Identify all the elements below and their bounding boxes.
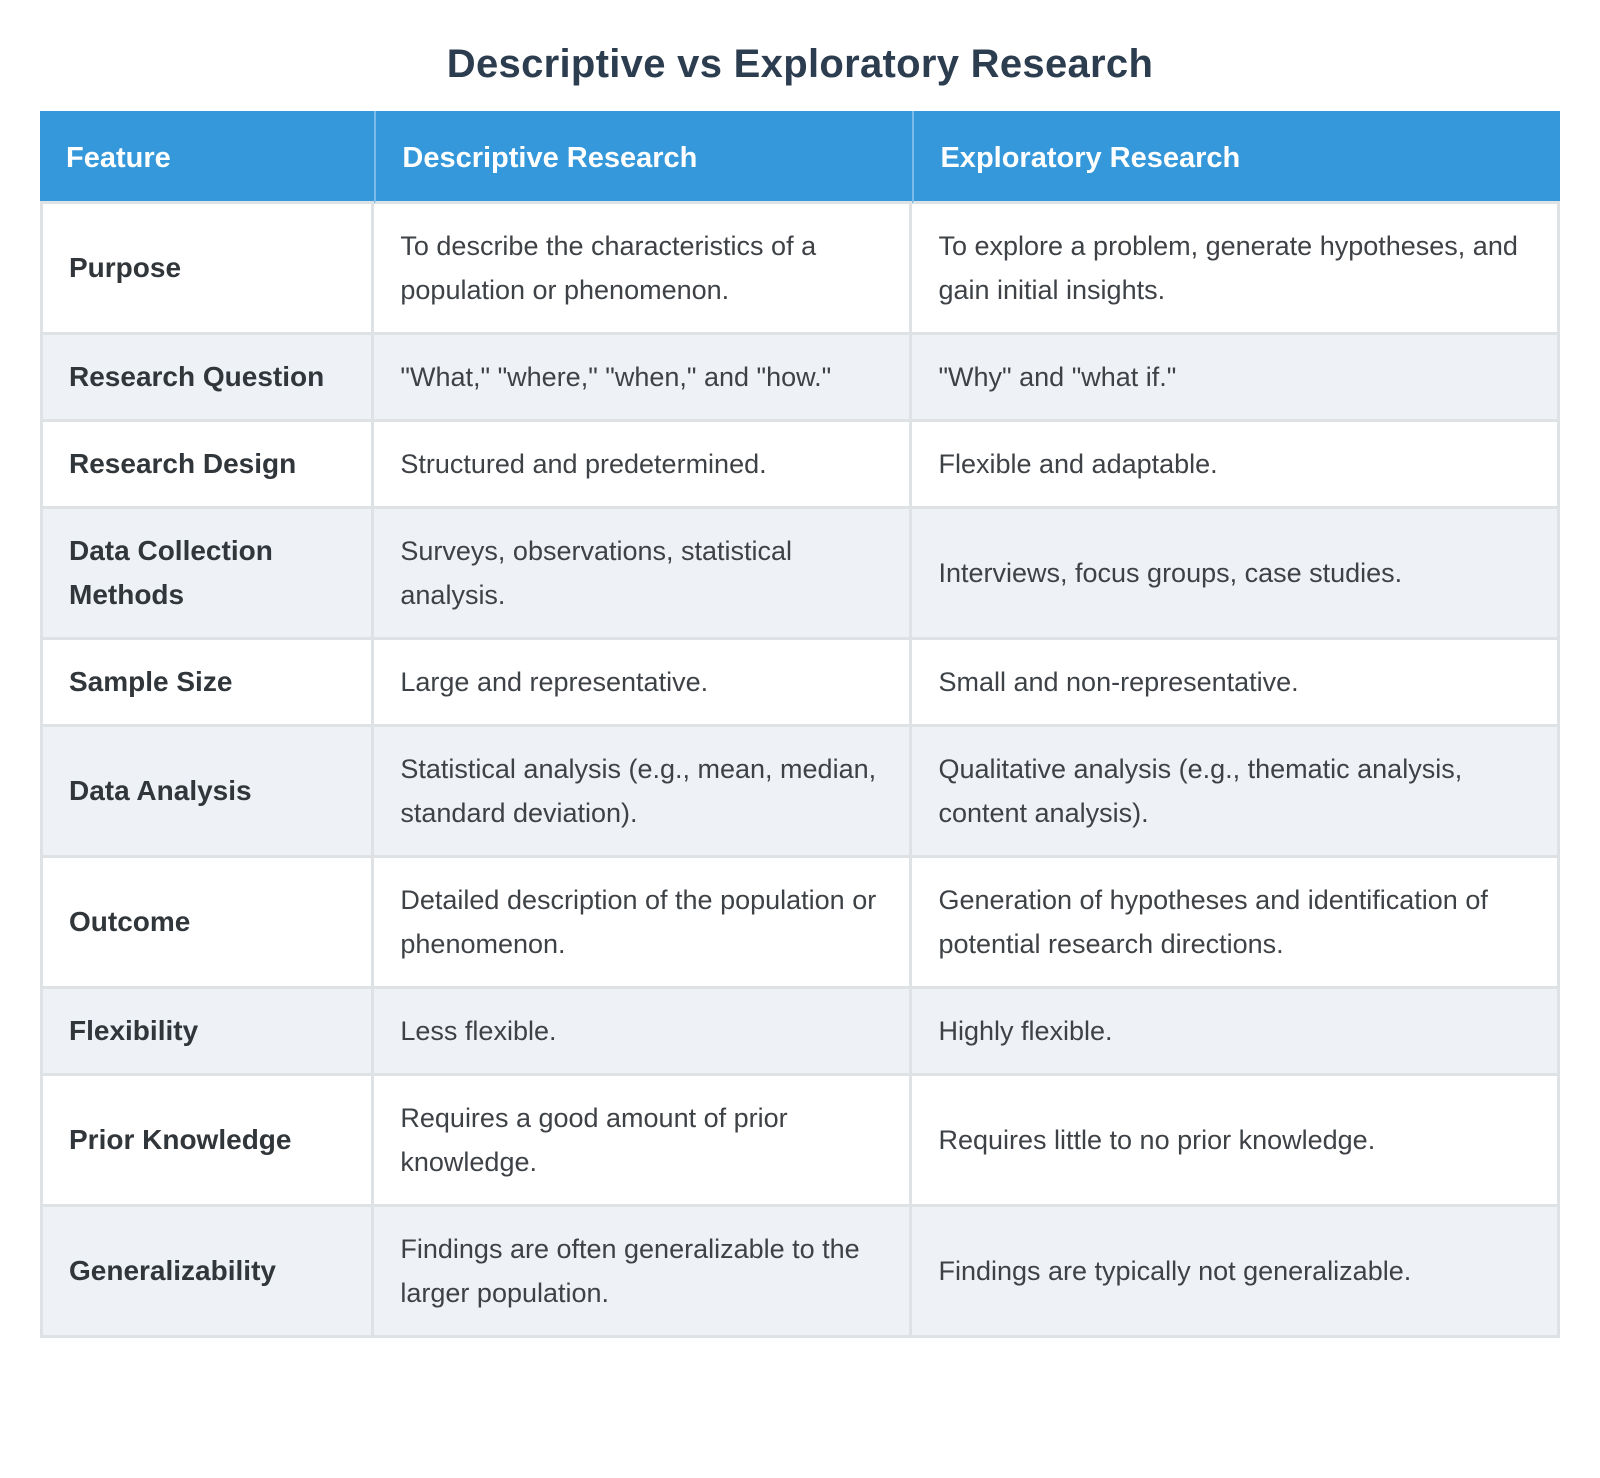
exploratory-cell: Small and non-representative.: [912, 640, 1560, 727]
column-header-exploratory-research: Exploratory Research: [912, 111, 1560, 204]
table-row-generalizability: Generalizability Findings are often gene…: [40, 1207, 1560, 1338]
descriptive-cell: To describe the characteristics of a pop…: [374, 204, 913, 335]
descriptive-cell: Findings are often generalizable to the …: [374, 1207, 913, 1338]
comparison-table: Feature Descriptive Research Exploratory…: [40, 111, 1560, 1338]
table-row-sample-size: Sample Size Large and representative. Sm…: [40, 640, 1560, 727]
column-header-feature: Feature: [40, 111, 375, 204]
descriptive-cell: Large and representative.: [374, 640, 913, 727]
table-row-data-analysis: Data Analysis Statistical analysis (e.g.…: [40, 727, 1560, 858]
descriptive-cell: Statistical analysis (e.g., mean, median…: [374, 727, 913, 858]
descriptive-cell: Requires a good amount of prior knowledg…: [374, 1076, 913, 1207]
exploratory-cell: Highly flexible.: [912, 989, 1560, 1076]
exploratory-cell: Findings are typically not generalizable…: [912, 1207, 1560, 1338]
table-row-research-question: Research Question "What," "where," "when…: [40, 335, 1560, 422]
table-row-flexibility: Flexibility Less flexible. Highly flexib…: [40, 989, 1560, 1076]
exploratory-cell: Requires little to no prior knowledge.: [912, 1076, 1560, 1207]
exploratory-cell: To explore a problem, generate hypothese…: [912, 204, 1560, 335]
descriptive-cell: "What," "where," "when," and "how.": [374, 335, 913, 422]
table-row-data-collection-methods: Data Collection Methods Surveys, observa…: [40, 509, 1560, 640]
feature-label: Prior Knowledge: [40, 1076, 375, 1207]
descriptive-cell: Surveys, observations, statistical analy…: [374, 509, 913, 640]
descriptive-cell: Less flexible.: [374, 989, 913, 1076]
exploratory-cell: Flexible and adaptable.: [912, 422, 1560, 509]
descriptive-cell: Structured and predetermined.: [374, 422, 913, 509]
table-row-outcome: Outcome Detailed description of the popu…: [40, 858, 1560, 989]
descriptive-cell: Detailed description of the population o…: [374, 858, 913, 989]
feature-label: Research Question: [40, 335, 375, 422]
feature-label: Generalizability: [40, 1207, 375, 1338]
exploratory-cell: Qualitative analysis (e.g., thematic ana…: [912, 727, 1560, 858]
exploratory-cell: Interviews, focus groups, case studies.: [912, 509, 1560, 640]
feature-label: Research Design: [40, 422, 375, 509]
exploratory-cell: Generation of hypotheses and identificat…: [912, 858, 1560, 989]
feature-label: Sample Size: [40, 640, 375, 727]
table-row-prior-knowledge: Prior Knowledge Requires a good amount o…: [40, 1076, 1560, 1207]
table-row-purpose: Purpose To describe the characteristics …: [40, 204, 1560, 335]
column-header-descriptive-research: Descriptive Research: [374, 111, 913, 204]
feature-label: Purpose: [40, 204, 375, 335]
feature-label: Outcome: [40, 858, 375, 989]
table-row-research-design: Research Design Structured and predeterm…: [40, 422, 1560, 509]
feature-label: Data Analysis: [40, 727, 375, 858]
table-header-row: Feature Descriptive Research Exploratory…: [40, 111, 1560, 204]
exploratory-cell: "Why" and "what if.": [912, 335, 1560, 422]
feature-label: Flexibility: [40, 989, 375, 1076]
page-title: Descriptive vs Exploratory Research: [446, 42, 1154, 86]
feature-label: Data Collection Methods: [40, 509, 375, 640]
